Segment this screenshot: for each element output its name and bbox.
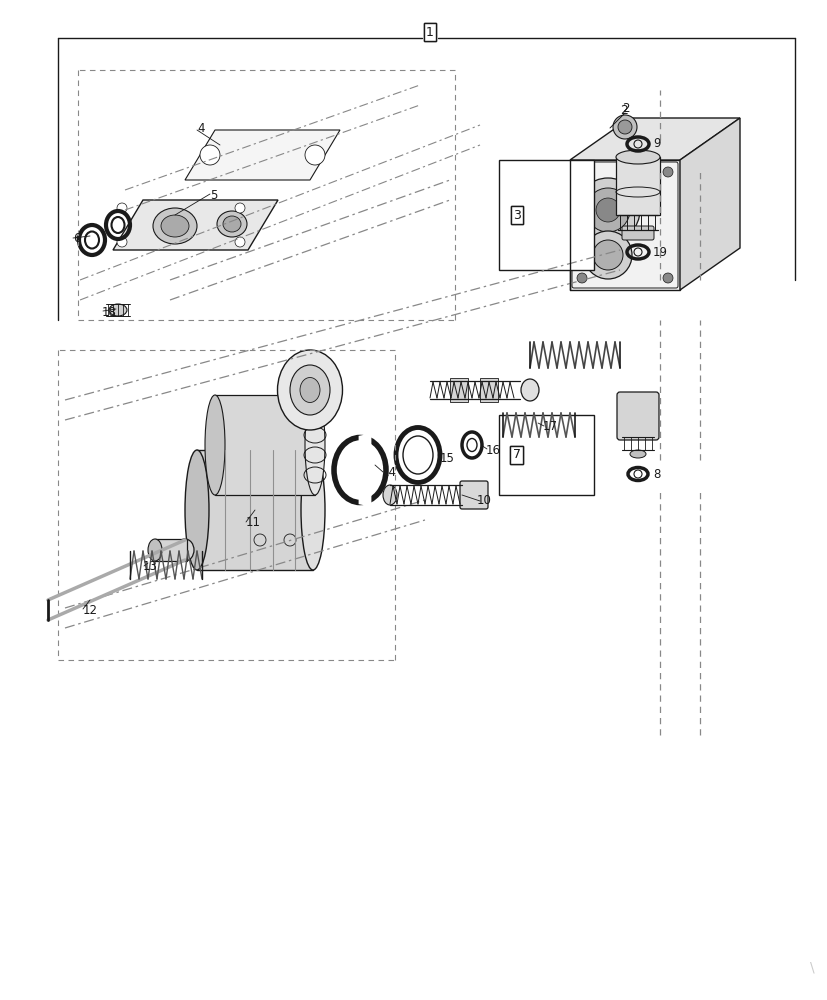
Ellipse shape [289, 365, 330, 415]
Text: 18: 18 [102, 306, 117, 318]
FancyBboxPatch shape [460, 481, 487, 509]
Polygon shape [184, 130, 340, 180]
Circle shape [662, 167, 672, 177]
Text: 5: 5 [210, 189, 218, 202]
Ellipse shape [222, 216, 241, 232]
Text: 7: 7 [513, 448, 520, 462]
Circle shape [235, 237, 245, 247]
Bar [499, 415, 593, 495]
Circle shape [583, 231, 631, 279]
Text: 14: 14 [381, 466, 396, 480]
Circle shape [595, 198, 619, 222]
Ellipse shape [261, 410, 289, 450]
Text: 1: 1 [426, 26, 433, 39]
Polygon shape [679, 118, 739, 290]
Circle shape [200, 145, 220, 165]
Ellipse shape [153, 208, 197, 244]
Bar [215, 395, 314, 495]
Text: 3: 3 [513, 209, 520, 222]
Text: 17: 17 [543, 420, 557, 434]
Ellipse shape [217, 211, 246, 237]
Text: 12: 12 [83, 603, 98, 616]
Circle shape [612, 115, 636, 139]
Ellipse shape [256, 402, 294, 458]
Bar [480, 378, 497, 402]
Ellipse shape [160, 215, 189, 237]
Ellipse shape [615, 150, 659, 164]
Ellipse shape [266, 418, 284, 442]
Text: 3: 3 [513, 209, 520, 222]
Bar [615, 157, 659, 215]
Text: 10: 10 [476, 494, 491, 508]
Text: 16: 16 [485, 444, 500, 456]
Text: 13: 13 [143, 560, 158, 574]
Text: 1: 1 [426, 26, 433, 39]
Ellipse shape [304, 395, 325, 495]
Text: 8: 8 [653, 468, 660, 481]
Ellipse shape [277, 350, 342, 430]
FancyBboxPatch shape [621, 226, 653, 240]
FancyBboxPatch shape [616, 392, 658, 440]
Circle shape [576, 167, 586, 177]
Ellipse shape [520, 379, 538, 401]
Ellipse shape [205, 395, 225, 495]
Text: \: \ [810, 961, 814, 975]
Ellipse shape [301, 450, 325, 570]
Circle shape [576, 273, 586, 283]
Text: 4: 4 [197, 122, 204, 135]
Ellipse shape [383, 485, 396, 505]
Circle shape [117, 203, 127, 213]
Text: 15: 15 [439, 452, 454, 464]
Ellipse shape [109, 304, 127, 316]
Circle shape [662, 273, 672, 283]
Text: 2: 2 [621, 102, 629, 115]
Bar [155, 539, 187, 561]
Polygon shape [112, 200, 278, 250]
Text: 6: 6 [73, 232, 80, 244]
Text: 11: 11 [246, 516, 261, 530]
Circle shape [235, 203, 245, 213]
Ellipse shape [629, 450, 645, 458]
Text: 7: 7 [513, 448, 520, 462]
Polygon shape [569, 118, 739, 160]
Bar [449, 378, 467, 402]
Circle shape [576, 178, 639, 242]
Circle shape [586, 188, 629, 232]
Circle shape [304, 145, 325, 165]
Circle shape [592, 240, 622, 270]
Ellipse shape [299, 377, 319, 402]
Bar [499, 160, 593, 270]
Text: 2: 2 [619, 104, 627, 117]
Circle shape [117, 237, 127, 247]
Bar [197, 450, 313, 570]
Circle shape [617, 120, 631, 134]
Polygon shape [569, 160, 679, 290]
Text: 19: 19 [653, 245, 667, 258]
Ellipse shape [184, 450, 208, 570]
Text: 9: 9 [653, 137, 660, 150]
Polygon shape [360, 435, 370, 505]
Ellipse shape [148, 539, 162, 561]
Ellipse shape [176, 539, 194, 561]
